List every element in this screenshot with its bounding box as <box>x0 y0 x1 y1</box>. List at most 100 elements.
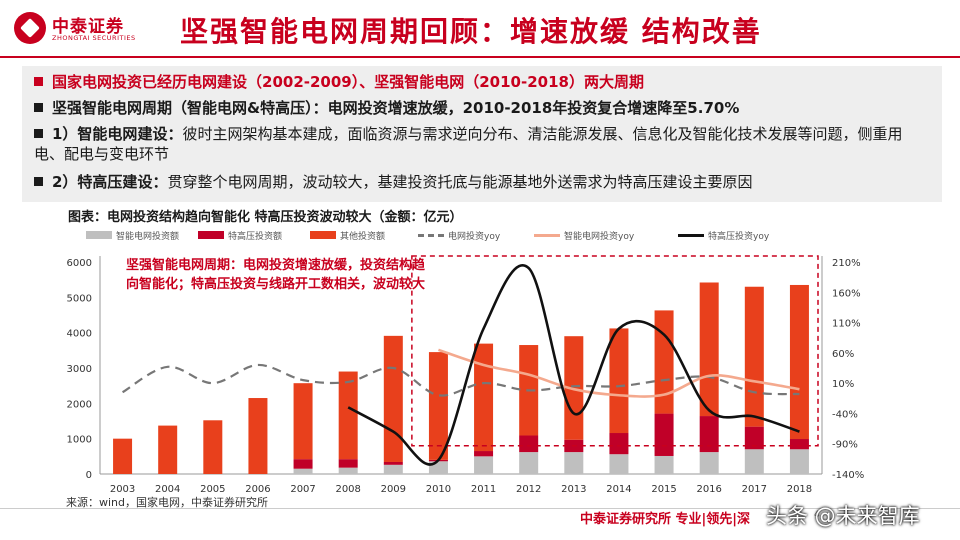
y-tick-label-right: 210% <box>832 258 861 269</box>
bullet-item: 1）智能电网建设：彼时主网架构基本建成，面临资源与需求逆向分布、清洁能源发展、信… <box>34 124 930 164</box>
y-tick-label-left: 1000 <box>67 435 92 446</box>
x-tick-label: 2008 <box>335 484 360 495</box>
legend-item: 特高压投资yoy <box>678 228 769 242</box>
bullet-text: 贯穿整个电网周期，波动较大，基建投资托底与能源基地外送需求为特高压建设主要原因 <box>167 173 753 191</box>
line-uhv-yoy <box>347 264 800 466</box>
x-tick-label: 2014 <box>606 484 631 495</box>
legend-line <box>534 233 560 237</box>
bar-other <box>113 438 133 474</box>
y-tick-label-right: -40% <box>832 409 858 420</box>
chart-legend: 智能电网投资额 特高压投资额 其他投资额 电网投资yoy 智能电网投资yoy 特… <box>86 228 846 244</box>
bullet-panel: 国家电网投资已经历电网建设（2002-2009）、坚强智能电网（2010-201… <box>22 66 942 202</box>
bar-smart-grid <box>654 455 674 474</box>
bar-smart-grid <box>293 468 313 474</box>
x-tick-label: 2017 <box>742 484 767 495</box>
logo-chinese-name: 中泰证券 <box>52 17 124 37</box>
bar-other <box>789 284 809 440</box>
legend-item: 特高压投资额 <box>198 228 282 242</box>
page-number: 4 <box>814 510 820 520</box>
bar-uhv <box>744 426 764 450</box>
y-tick-label-left: 3000 <box>67 364 92 375</box>
bullet-lead: 1）智能电网建设： <box>52 125 183 143</box>
legend-label: 特高压投资额 <box>228 231 283 242</box>
bar-other <box>248 398 268 474</box>
x-tick-label: 2005 <box>200 484 225 495</box>
legend-label: 电网投资yoy <box>448 231 501 242</box>
bar-other <box>293 383 313 460</box>
y-tick-label-right: -140% <box>832 470 864 481</box>
x-tick-label: 2010 <box>426 484 451 495</box>
bullet-lead: 国家电网投资已经历电网建设（2002-2009）、坚强智能电网（2010-201… <box>52 73 644 91</box>
chart-title: 图表：电网投资结构趋向智能化 特高压投资波动较大（金额：亿元） <box>68 210 463 225</box>
legend-label: 智能电网投资额 <box>116 231 180 242</box>
bar-uhv <box>654 413 674 456</box>
bar-other <box>383 335 403 462</box>
bar-other <box>428 352 448 460</box>
bar-other <box>609 328 629 434</box>
y-tick-label-left: 4000 <box>67 329 92 340</box>
bullet-lead: 2）特高压建设： <box>52 173 168 191</box>
x-tick-label: 2015 <box>651 484 676 495</box>
logo-mark-icon <box>14 12 46 44</box>
legend-label: 其他投资额 <box>340 231 386 242</box>
bullet-square-icon <box>34 103 43 112</box>
legend-swatch <box>310 231 336 239</box>
legend-item: 智能电网投资yoy <box>534 228 634 242</box>
legend-label: 特高压投资yoy <box>708 231 770 242</box>
legend-item: 其他投资额 <box>310 228 385 242</box>
bullet-item: 国家电网投资已经历电网建设（2002-2009）、坚强智能电网（2010-201… <box>34 72 930 92</box>
y-tick-label-left: 5000 <box>67 293 92 304</box>
x-tick-label: 2003 <box>110 484 135 495</box>
slide-title: 坚强智能电网周期回顾：增速放缓 结构改善 <box>180 15 762 48</box>
bullet-item: 2）特高压建设：贯穿整个电网周期，波动较大，基建投资托底与能源基地外送需求为特高… <box>34 172 930 192</box>
x-tick-label: 2009 <box>381 484 406 495</box>
legend-line <box>418 233 444 237</box>
legend-swatch <box>86 231 112 239</box>
y-tick-label-left: 6000 <box>67 258 92 269</box>
bar-uhv <box>789 439 809 450</box>
bar-uhv <box>474 451 494 457</box>
x-tick-label: 2006 <box>245 484 270 495</box>
legend-item: 电网投资yoy <box>418 228 500 242</box>
footer-divider <box>0 508 960 509</box>
bar-other <box>699 282 719 417</box>
x-tick-label: 2004 <box>155 484 180 495</box>
bar-uhv <box>338 459 358 468</box>
bar-smart-grid <box>744 449 764 474</box>
bar-smart-grid <box>474 456 494 474</box>
bar-other <box>158 425 178 474</box>
line-grid-yoy <box>121 363 800 397</box>
bar-uhv <box>699 416 719 453</box>
bullet-lead: 坚强智能电网周期（智能电网&特高压）：电网投资增速放缓，2010-2018年投资… <box>52 99 740 117</box>
y-tick-label-left: 2000 <box>67 399 92 410</box>
legend-line <box>678 233 704 237</box>
chart-annotation: 坚强智能电网周期：电网投资增速放缓，投资结构趋向智能化；特高压投资与线路开工数相… <box>126 258 426 292</box>
x-tick-label: 2011 <box>471 484 496 495</box>
bar-other <box>338 371 358 460</box>
bar-smart-grid <box>383 464 403 474</box>
bar-other <box>203 420 223 474</box>
y-tick-label-left: 0 <box>86 470 92 481</box>
bar-other <box>654 310 674 414</box>
bar-uhv <box>609 433 629 455</box>
bullet-square-icon <box>34 129 43 138</box>
title-divider <box>0 56 960 58</box>
logo-english-name: ZHONGTAI SECURITIES <box>52 34 136 42</box>
legend-swatch <box>198 231 224 239</box>
x-tick-label: 2012 <box>516 484 541 495</box>
y-tick-label-right: 10% <box>832 379 854 390</box>
source-note: 来源：wind，国家电网，中泰证券研究所 <box>66 496 269 509</box>
bar-other <box>744 286 764 427</box>
bullet-item: 坚强智能电网周期（智能电网&特高压）：电网投资增速放缓，2010-2018年投资… <box>34 98 930 118</box>
bar-smart-grid <box>519 452 539 474</box>
bar-uhv <box>519 435 539 453</box>
bar-smart-grid <box>564 452 584 474</box>
bar-uhv <box>383 461 403 465</box>
x-tick-label: 2013 <box>561 484 586 495</box>
x-tick-label: 2018 <box>787 484 812 495</box>
bar-uhv <box>293 459 313 469</box>
x-tick-label: 2016 <box>696 484 721 495</box>
y-tick-label-right: 60% <box>832 349 854 360</box>
bullet-text: 彼时主网架构基本建成，面临资源与需求逆向分布、清洁能源发展、信息化及智能化技术发… <box>34 125 903 163</box>
